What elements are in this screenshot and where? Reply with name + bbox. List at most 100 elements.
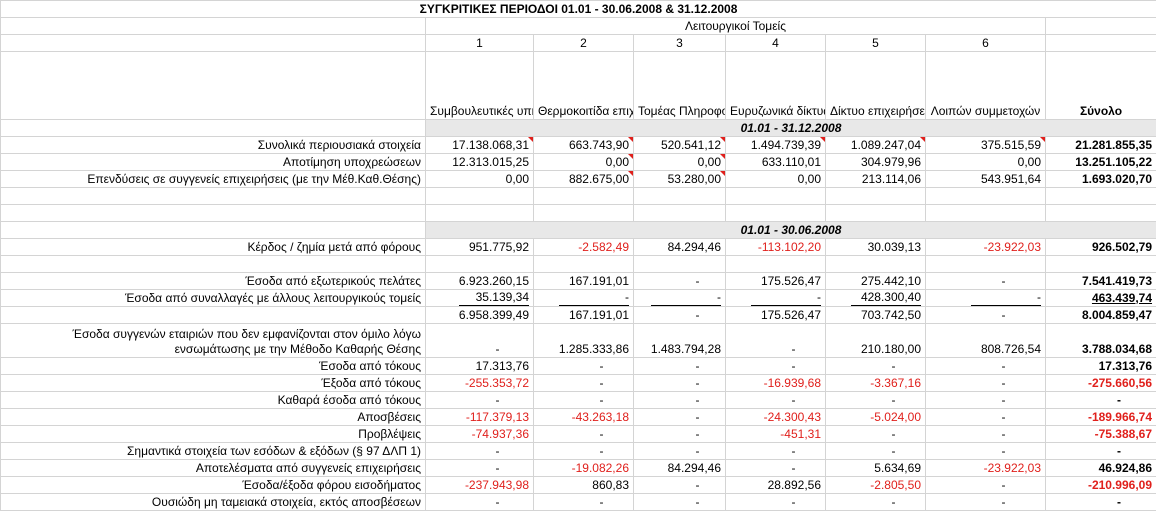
- col-name-3[interactable]: Τομέας Πληροφορικής: [633, 51, 726, 120]
- row-label[interactable]: Ουσιώδη μη ταμειακά στοιχεία, εκτός αποσ…: [0, 493, 426, 511]
- cell-col-2[interactable]: 167.191,01: [533, 272, 634, 290]
- empty-cell[interactable]: [1044, 17, 1156, 35]
- cell-total[interactable]: -275.660,56: [1044, 374, 1156, 392]
- cell-col-1[interactable]: 6.923.260,15: [425, 272, 534, 290]
- empty-cell[interactable]: [425, 204, 534, 222]
- cell-col-4[interactable]: 1.494.739,39: [725, 136, 826, 154]
- cell-col-1[interactable]: -74.937,36: [425, 425, 534, 443]
- cell-col-3[interactable]: -: [633, 374, 726, 392]
- empty-cell[interactable]: [725, 255, 826, 273]
- cell-col-3[interactable]: -: [633, 476, 726, 494]
- cell-col-5[interactable]: 703.742,50: [825, 306, 926, 324]
- empty-cell[interactable]: [1044, 204, 1156, 222]
- row-label[interactable]: Επενδύσεις σε συγγενείς επιχειρήσεις (με…: [0, 170, 426, 188]
- empty-cell[interactable]: [825, 204, 926, 222]
- cell-col-5[interactable]: 304.979,96: [825, 153, 926, 171]
- empty-cell[interactable]: [725, 204, 826, 222]
- col-name-5[interactable]: Δίκτυο επιχειρήσεων συμβούλων εξωτερικού: [825, 51, 926, 120]
- cell-col-2[interactable]: -19.082,26: [533, 459, 634, 477]
- cell-col-5[interactable]: -3.367,16: [825, 374, 926, 392]
- col-name-1[interactable]: Συμβουλευτικές υπηρεσίες: [425, 51, 534, 120]
- col-name-6[interactable]: Λοιπών συμμετοχών: [925, 51, 1046, 120]
- cell-col-2[interactable]: 882.675,00: [533, 170, 634, 188]
- cell-col-6[interactable]: -: [925, 493, 1046, 511]
- row-label[interactable]: Έσοδα από συναλλαγές με άλλους λειτουργι…: [0, 289, 426, 307]
- cell-col-1[interactable]: -: [425, 391, 534, 409]
- cell-col-4[interactable]: -24.300,43: [725, 408, 826, 426]
- col-number-4[interactable]: 4: [725, 34, 826, 52]
- cell-total[interactable]: 8.004.859,47: [1044, 306, 1156, 324]
- col-number-5[interactable]: 5: [825, 34, 926, 52]
- cell-total[interactable]: 3.788.034,68: [1044, 323, 1156, 358]
- cell-col-3[interactable]: 84.294,46: [633, 459, 726, 477]
- row-label[interactable]: Αποτελέσματα από συγγενείς επιχειρήσεις: [0, 459, 426, 477]
- cell-col-2[interactable]: -: [533, 357, 634, 375]
- cell-col-6[interactable]: -: [925, 476, 1046, 494]
- cell-col-3[interactable]: -: [633, 272, 726, 290]
- cell-col-2[interactable]: -: [533, 425, 634, 443]
- cell-col-4[interactable]: 633.110,01: [725, 153, 826, 171]
- empty-cell[interactable]: [925, 255, 1046, 273]
- empty-cell[interactable]: [0, 221, 426, 239]
- cell-col-1[interactable]: -: [425, 459, 534, 477]
- empty-cell[interactable]: [0, 17, 426, 35]
- row-label[interactable]: Συνολικά περιουσιακά στοιχεία: [0, 136, 426, 154]
- empty-cell[interactable]: [1044, 187, 1156, 205]
- cell-col-5[interactable]: 428.300,40: [825, 289, 926, 307]
- empty-cell[interactable]: [633, 204, 726, 222]
- row-label[interactable]: Έξοδα από τόκους: [0, 374, 426, 392]
- cell-total[interactable]: 926.502,79: [1044, 238, 1156, 256]
- cell-col-2[interactable]: -2.582,49: [533, 238, 634, 256]
- empty-cell[interactable]: [633, 187, 726, 205]
- cell-col-3[interactable]: 1.483.794,28: [633, 323, 726, 358]
- empty-cell[interactable]: [0, 34, 426, 52]
- cell-total[interactable]: 17.313,76: [1044, 357, 1156, 375]
- cell-col-5[interactable]: 5.634,69: [825, 459, 926, 477]
- cell-col-2[interactable]: 1.285.333,86: [533, 323, 634, 358]
- cell-col-3[interactable]: -: [633, 289, 726, 307]
- cell-col-4[interactable]: -: [725, 493, 826, 511]
- row-label[interactable]: Προβλέψεις: [0, 425, 426, 443]
- empty-cell[interactable]: [0, 51, 426, 120]
- empty-cell[interactable]: [825, 255, 926, 273]
- empty-cell[interactable]: [533, 204, 634, 222]
- empty-cell[interactable]: [1044, 255, 1156, 273]
- cell-total[interactable]: 21.281.855,35: [1044, 136, 1156, 154]
- cell-col-6[interactable]: -: [925, 357, 1046, 375]
- cell-col-4[interactable]: 28.892,56: [725, 476, 826, 494]
- cell-col-1[interactable]: 35.139,34: [425, 289, 534, 307]
- empty-cell[interactable]: [825, 187, 926, 205]
- cell-total[interactable]: -75.388,67: [1044, 425, 1156, 443]
- cell-col-6[interactable]: -: [925, 442, 1046, 460]
- row-label[interactable]: Έσοδα από τόκους: [0, 357, 426, 375]
- cell-col-6[interactable]: -: [925, 289, 1046, 307]
- empty-cell[interactable]: [925, 204, 1046, 222]
- cell-col-1[interactable]: -: [425, 323, 534, 358]
- cell-col-2[interactable]: -: [533, 391, 634, 409]
- cell-col-4[interactable]: -: [725, 323, 826, 358]
- empty-cell[interactable]: [0, 255, 426, 273]
- cell-col-2[interactable]: -: [533, 374, 634, 392]
- cell-col-5[interactable]: 210.180,00: [825, 323, 926, 358]
- cell-col-4[interactable]: -: [725, 459, 826, 477]
- cell-col-5[interactable]: 30.039,13: [825, 238, 926, 256]
- empty-cell[interactable]: [0, 187, 426, 205]
- empty-cell[interactable]: [425, 255, 534, 273]
- cell-col-3[interactable]: 84.294,46: [633, 238, 726, 256]
- cell-col-5[interactable]: -: [825, 425, 926, 443]
- segments-header[interactable]: Λειτουργικοί Τομείς: [425, 17, 1046, 35]
- cell-col-2[interactable]: -: [533, 493, 634, 511]
- cell-col-1[interactable]: 17.313,76: [425, 357, 534, 375]
- cell-col-3[interactable]: -: [633, 306, 726, 324]
- cell-total[interactable]: 46.924,86: [1044, 459, 1156, 477]
- cell-col-4[interactable]: -451,31: [725, 425, 826, 443]
- cell-col-6[interactable]: -: [925, 374, 1046, 392]
- cell-col-1[interactable]: -: [425, 493, 534, 511]
- cell-col-5[interactable]: -: [825, 357, 926, 375]
- sheet-title[interactable]: ΣΥΓΚΡΙΤΙΚΕΣ ΠΕΡΙΟΔΟΙ 01.01 - 30.06.2008 …: [0, 0, 1156, 18]
- cell-col-6[interactable]: -: [925, 306, 1046, 324]
- cell-col-6[interactable]: 0,00: [925, 153, 1046, 171]
- cell-col-1[interactable]: -255.353,72: [425, 374, 534, 392]
- cell-col-5[interactable]: 213.114,06: [825, 170, 926, 188]
- cell-col-2[interactable]: 167.191,01: [533, 306, 634, 324]
